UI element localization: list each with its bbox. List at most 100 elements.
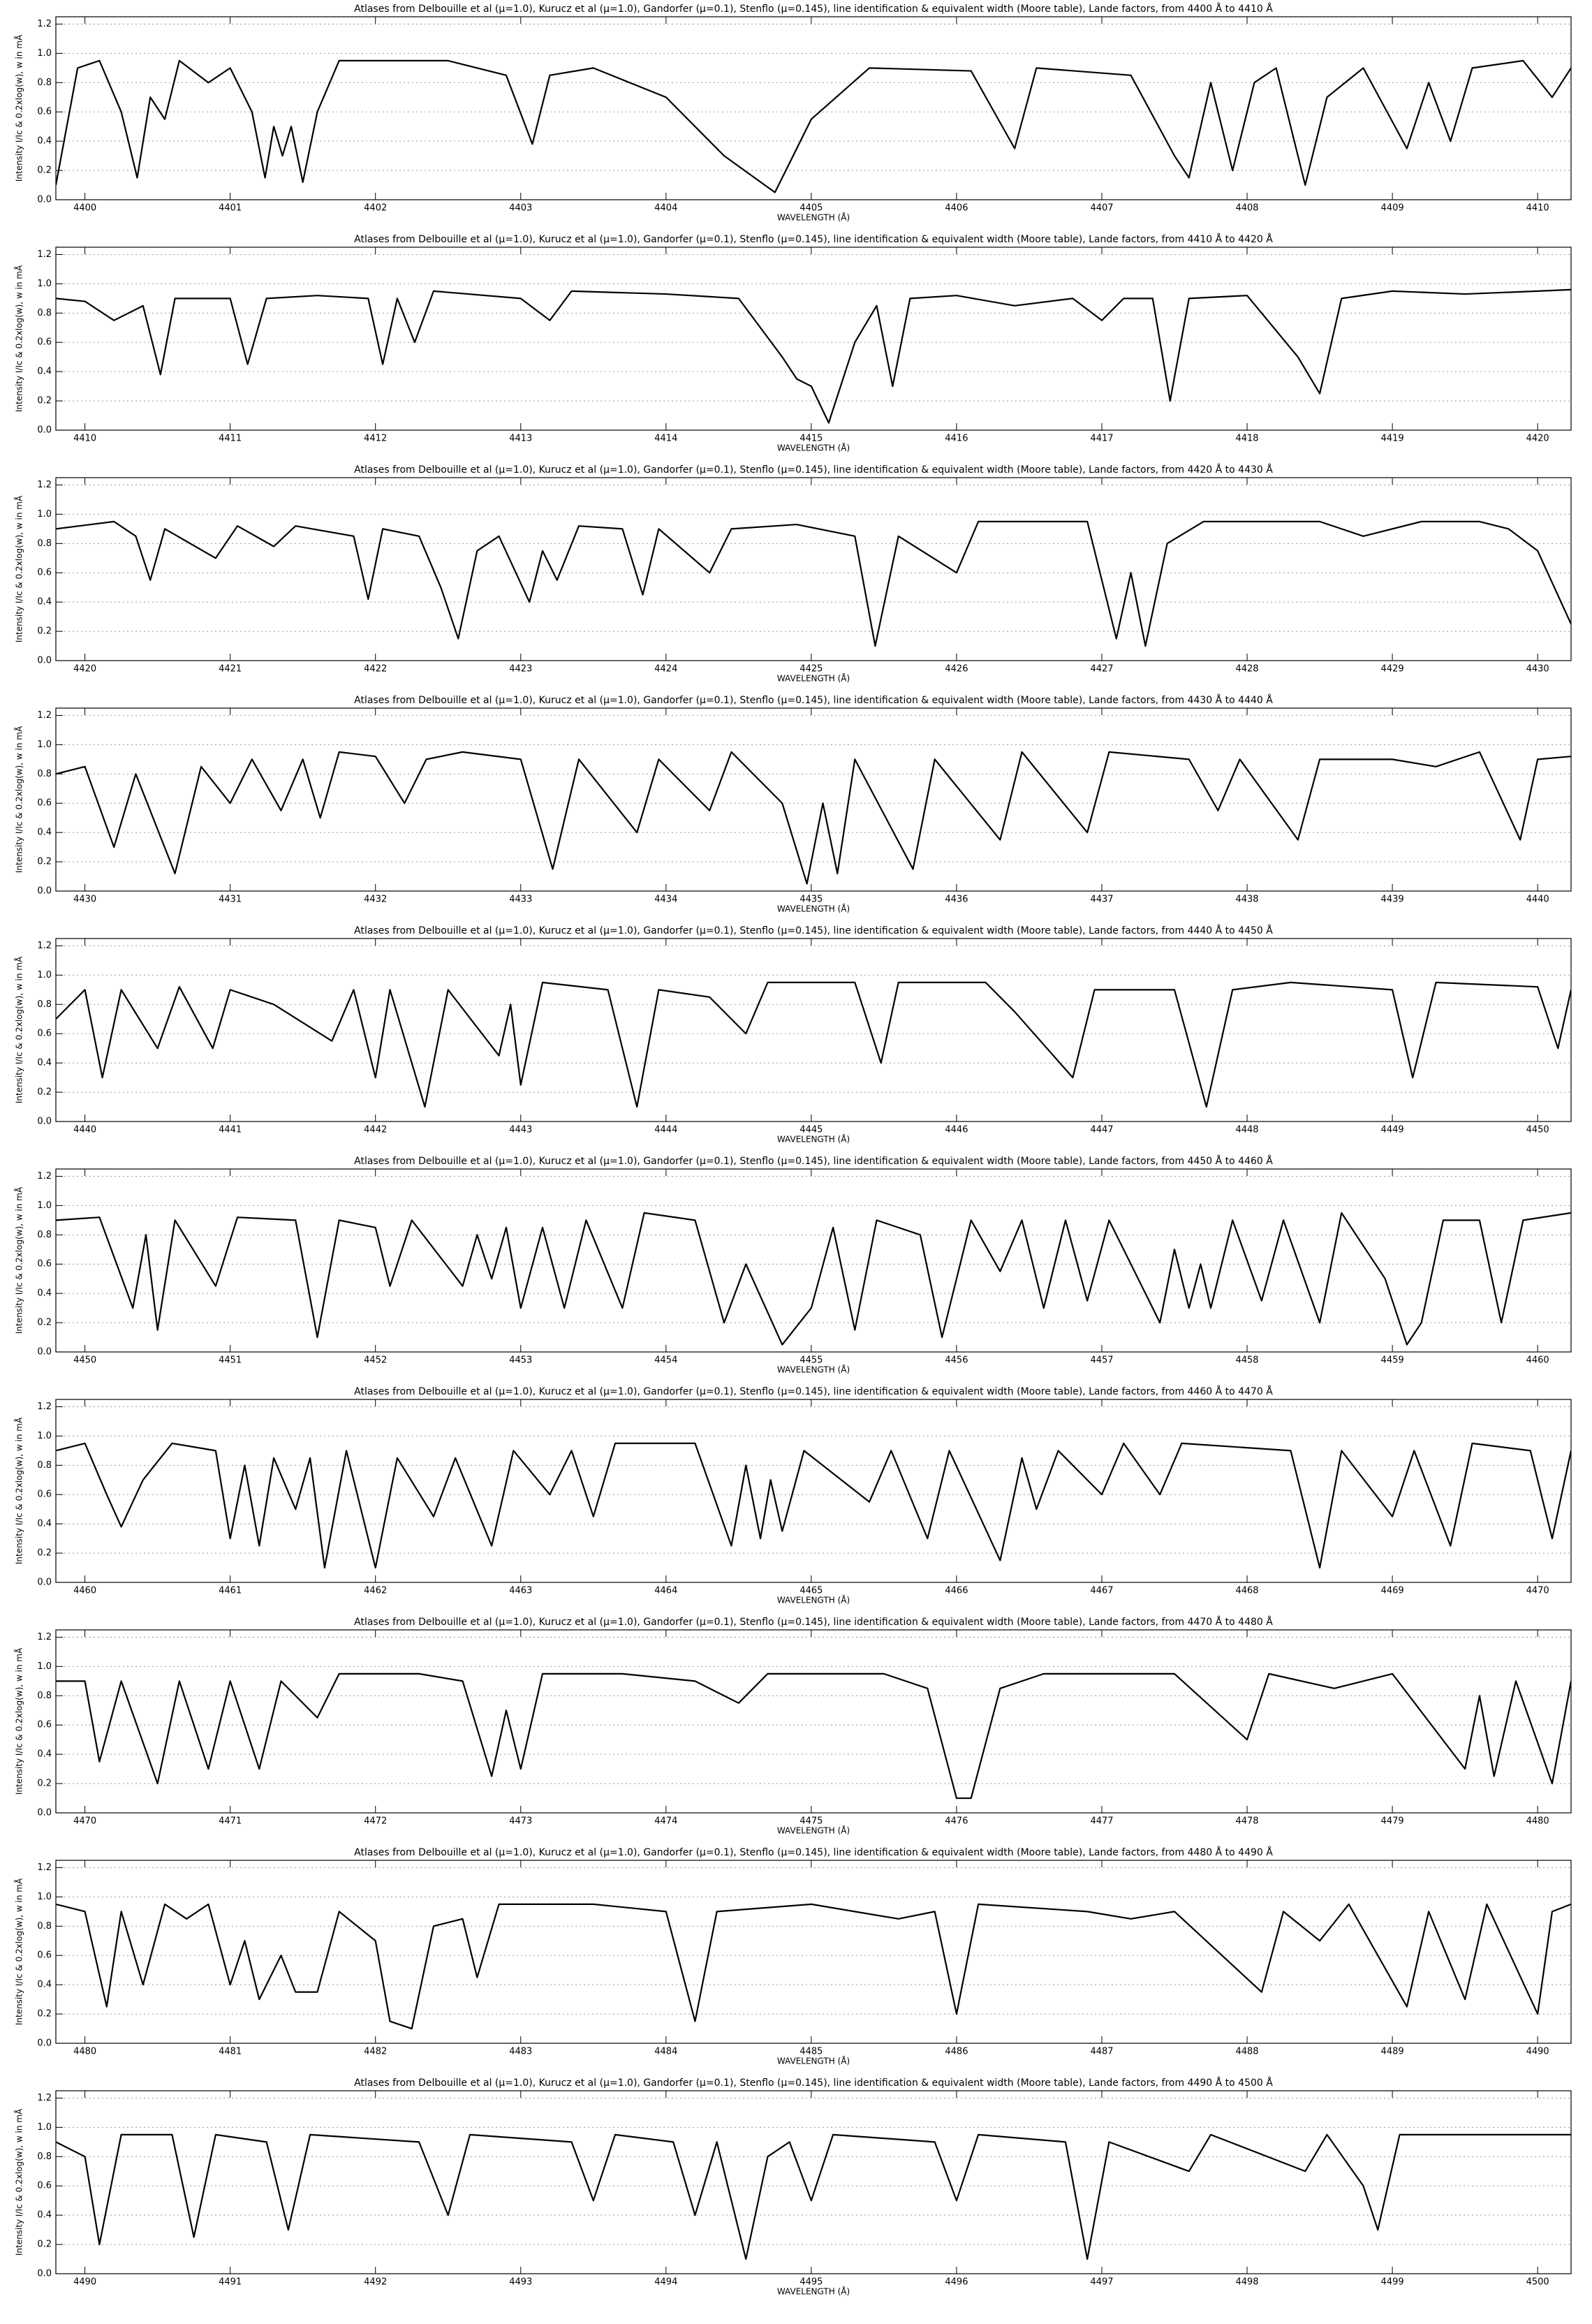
y-axis-label: Intensity I/Ic & 0.2xlog(w), w in mÅ: [14, 956, 24, 1103]
x-tick-label: 4472: [364, 1816, 387, 1827]
y-tick-label: 0.2: [37, 1548, 52, 1559]
panel: Atlases from Delbouille et al (μ=1.0), K…: [14, 1846, 1572, 2066]
chart-title: Atlases from Delbouille et al (μ=1.0), K…: [354, 3, 1273, 15]
spectrum-line: [56, 288, 1571, 424]
y-tick-label: 1.2: [37, 1402, 52, 1412]
x-tick-label: 4416: [945, 434, 968, 444]
x-axis-label: WAVELENGTH (Å): [777, 904, 850, 914]
x-tick-label: 4442: [364, 1125, 387, 1135]
x-tick-label: 4456: [945, 1355, 968, 1366]
spectrum-line: [56, 2133, 1571, 2260]
x-tick-label: 4490: [1526, 2047, 1549, 2057]
y-tick-label: 0.6: [37, 2181, 52, 2191]
y-tick-label: 0.8: [37, 1230, 52, 1240]
x-tick-label: 4485: [799, 2047, 823, 2057]
x-tick-label: 4404: [654, 203, 677, 214]
y-tick-label: 0.6: [37, 107, 52, 117]
y-tick-label: 0.6: [37, 798, 52, 809]
plot-frame: [55, 1860, 1572, 2044]
y-axis-label: Intensity I/Ic & 0.2xlog(w), w in mÅ: [14, 1186, 24, 1334]
x-tick-label: 4443: [509, 1125, 532, 1135]
x-tick-label: 4467: [1090, 1586, 1113, 1596]
x-tick-label: 4453: [509, 1355, 532, 1366]
x-tick-label: 4419: [1381, 434, 1404, 444]
x-tick-label: 4427: [1090, 664, 1113, 675]
x-tick-label: 4469: [1381, 1586, 1404, 1596]
x-tick-label: 4403: [509, 203, 532, 214]
x-tick-label: 4460: [73, 1586, 96, 1596]
x-tick-label: 4412: [364, 434, 387, 444]
y-tick-label: 0.0: [37, 1808, 52, 1818]
x-tick-label: 4445: [799, 1125, 823, 1135]
y-tick-label: 0.2: [37, 1318, 52, 1328]
x-tick-label: 4465: [799, 1586, 823, 1596]
x-tick-label: 4424: [654, 664, 677, 675]
x-tick-label: 4440: [1526, 895, 1549, 905]
chart-title: Atlases from Delbouille et al (μ=1.0), K…: [354, 694, 1273, 706]
y-tick-label: 1.0: [37, 1892, 52, 1902]
x-axis-label: WAVELENGTH (Å): [777, 443, 850, 453]
x-tick-label: 4478: [1235, 1816, 1258, 1827]
y-tick-label: 0.0: [37, 1117, 52, 1127]
x-tick-label: 4455: [799, 1355, 823, 1366]
panel: Atlases from Delbouille et al (μ=1.0), K…: [14, 233, 1572, 453]
x-tick-label: 4474: [654, 1816, 677, 1827]
x-tick-label: 4498: [1235, 2277, 1258, 2288]
x-tick-label: 4475: [799, 1816, 823, 1827]
x-tick-label: 4402: [364, 203, 387, 214]
y-tick-label: 1.0: [37, 279, 52, 289]
y-tick-label: 1.2: [37, 710, 52, 721]
y-tick-label: 1.2: [37, 1862, 52, 1873]
y-tick-label: 0.6: [37, 1950, 52, 1961]
plot-frame: [55, 2090, 1572, 2274]
x-tick-label: 4488: [1235, 2047, 1258, 2057]
x-tick-label: 4410: [1526, 203, 1549, 214]
x-tick-label: 4418: [1235, 434, 1258, 444]
y-tick-label: 0.8: [37, 1691, 52, 1701]
spectrum-line: [56, 520, 1571, 647]
x-tick-label: 4435: [799, 895, 823, 905]
y-tick-label: 0.4: [37, 1980, 52, 1990]
y-tick-label: 0.2: [37, 626, 52, 637]
y-tick-label: 0.8: [37, 538, 52, 549]
x-tick-label: 4477: [1090, 1816, 1113, 1827]
y-tick-label: 0.8: [37, 1460, 52, 1471]
chart-title: Atlases from Delbouille et al (μ=1.0), K…: [354, 925, 1273, 936]
x-tick-label: 4490: [73, 2277, 96, 2288]
panel: Atlases from Delbouille et al (μ=1.0), K…: [14, 694, 1572, 914]
plot-area: [56, 520, 1571, 647]
y-tick-label: 0.8: [37, 308, 52, 318]
x-axis-label: WAVELENGTH (Å): [777, 1365, 850, 1375]
x-tick-label: 4463: [509, 1586, 532, 1596]
chart-title: Atlases from Delbouille et al (μ=1.0), K…: [354, 233, 1273, 245]
y-tick-label: 0.0: [37, 195, 52, 205]
y-axis-label: Intensity I/Ic & 0.2xlog(w), w in mÅ: [14, 726, 24, 873]
y-tick-label: 1.2: [37, 1632, 52, 1642]
x-tick-label: 4411: [219, 434, 242, 444]
x-tick-label: 4428: [1235, 664, 1258, 675]
y-tick-label: 0.6: [37, 1720, 52, 1730]
x-tick-label: 4458: [1235, 1355, 1258, 1366]
spectrum-line: [56, 1672, 1571, 1800]
chart-title: Atlases from Delbouille et al (μ=1.0), K…: [354, 2077, 1273, 2089]
x-tick-label: 4409: [1381, 203, 1404, 214]
y-tick-label: 0.4: [37, 367, 52, 377]
y-tick-label: 0.0: [37, 2038, 52, 2049]
x-tick-label: 4408: [1235, 203, 1258, 214]
y-tick-label: 0.2: [37, 1087, 52, 1098]
x-tick-label: 4439: [1381, 895, 1404, 905]
spectrum-line: [56, 751, 1571, 885]
plot-area: [56, 2133, 1571, 2260]
x-tick-label: 4499: [1381, 2277, 1404, 2288]
y-axis-label: Intensity I/Ic & 0.2xlog(w), w in mÅ: [14, 1878, 24, 2025]
y-tick-label: 0.0: [37, 2269, 52, 2279]
panel: Atlases from Delbouille et al (μ=1.0), K…: [14, 464, 1572, 684]
y-tick-label: 1.0: [37, 48, 52, 59]
x-tick-label: 4476: [945, 1816, 968, 1827]
plot-frame: [55, 1629, 1572, 1814]
x-tick-label: 4480: [1526, 1816, 1549, 1827]
y-tick-label: 0.4: [37, 1749, 52, 1760]
x-tick-label: 4430: [1526, 664, 1549, 675]
